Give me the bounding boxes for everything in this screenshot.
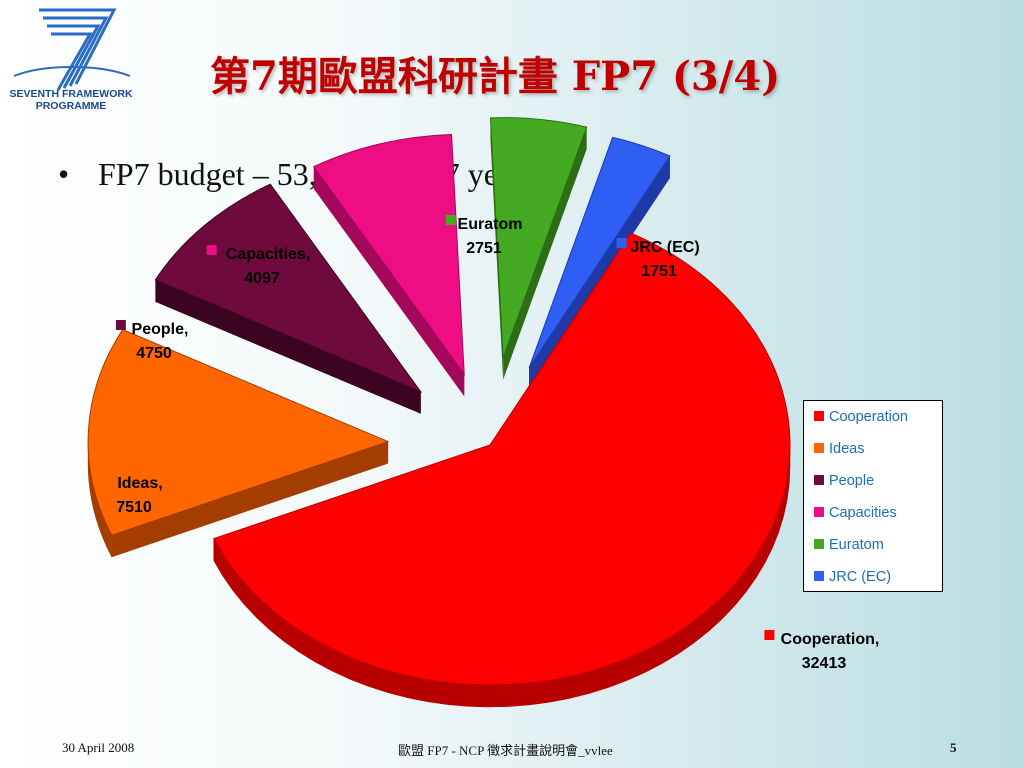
data-label-text: Cooperation, <box>781 631 880 648</box>
data-label-text: 7510 <box>116 499 152 516</box>
footer-date: 30 April 2008 <box>62 740 135 755</box>
data-label-text: 4750 <box>136 345 172 362</box>
data-label-text: 4097 <box>244 270 280 287</box>
fp7-logo: SEVENTH FRAMEWORK PROGRAMME <box>4 2 138 114</box>
slice-side-face <box>111 441 389 558</box>
data-label-people: People, 4750 <box>115 320 189 362</box>
legend-label: Cooperation <box>829 409 908 425</box>
legend-item: Capacities <box>814 503 942 535</box>
data-label-text: 2751 <box>466 240 502 257</box>
legend-label: Ideas <box>829 441 865 457</box>
slice-side-face <box>313 166 465 397</box>
data-label-text: 32413 <box>802 655 847 672</box>
legend-swatch <box>814 571 824 581</box>
data-label-capacities: Capacities, 4097 <box>206 245 310 287</box>
slice-side-face <box>155 279 421 414</box>
legend-swatch <box>814 539 824 549</box>
logo-text-line2: PROGRAMME <box>35 100 107 112</box>
slice-side-face <box>503 127 587 380</box>
data-label-euratom: Euratom 2751 <box>445 215 523 257</box>
legend-label: Capacities <box>829 505 897 521</box>
data-label-swatch <box>764 630 775 640</box>
legend-item: Ideas <box>814 439 942 471</box>
footer-center-text: 歐盟 FP7 - NCP 徵求計畫說明會_vvlee <box>398 743 613 758</box>
page-number: 5 <box>950 740 957 755</box>
slice-side-face <box>529 155 670 390</box>
legend-item: People <box>814 471 942 503</box>
legend-label: People <box>829 473 875 489</box>
data-label-swatch <box>115 320 126 330</box>
logo-text-line1: SEVENTH FRAMEWORK <box>9 88 133 100</box>
pie-slice-jrc-ec <box>528 136 671 390</box>
legend-swatch <box>814 411 824 421</box>
legend-item: Cooperation <box>814 407 942 439</box>
slice-top-face <box>213 232 791 686</box>
data-label-swatch <box>206 245 217 255</box>
data-label-text: People, <box>132 321 189 338</box>
pie-slice-ideas <box>87 329 390 558</box>
data-label-text: 1751 <box>641 263 677 280</box>
legend-label: JRC (EC) <box>829 569 892 585</box>
data-label-cooperation: Cooperation, 32413 <box>764 630 879 672</box>
slide-title: 第7期歐盟科研計畫 FP7 (3/4) <box>210 53 781 100</box>
slice-top-face <box>312 134 465 377</box>
legend-item: Euratom <box>814 535 942 567</box>
legend-label: Euratom <box>829 537 884 553</box>
pie-slice-euratom <box>489 117 588 380</box>
pie-slice-cooperation <box>213 232 791 708</box>
data-label-swatch <box>100 474 111 484</box>
legend-swatch <box>814 507 824 517</box>
data-label-swatch <box>616 238 627 248</box>
fp7-logo-mark <box>13 8 131 91</box>
pie-slice-people <box>154 183 423 414</box>
bullet-dot: • <box>58 156 70 192</box>
slice-top-face <box>87 329 390 536</box>
slice-top-face <box>154 183 423 393</box>
pie-slice-capacities <box>312 134 465 397</box>
legend-swatch <box>814 475 824 485</box>
slice-top-face <box>489 117 588 358</box>
legend-swatch <box>814 443 824 453</box>
data-label-ideas: Ideas, 7510 <box>100 474 163 516</box>
slice-top-face <box>528 136 671 369</box>
data-label-swatch <box>445 215 456 225</box>
legend-item: JRC (EC) <box>814 567 942 599</box>
data-label-jrc-ec: JRC (EC) 1751 <box>616 238 700 280</box>
data-label-text: JRC (EC) <box>630 239 699 256</box>
data-label-text: Capacities, <box>226 246 310 263</box>
data-label-text: Ideas, <box>117 475 162 492</box>
chart-legend: Cooperation Ideas People Capacities Euratom J… <box>803 400 943 592</box>
data-label-text: Euratom <box>458 216 523 233</box>
